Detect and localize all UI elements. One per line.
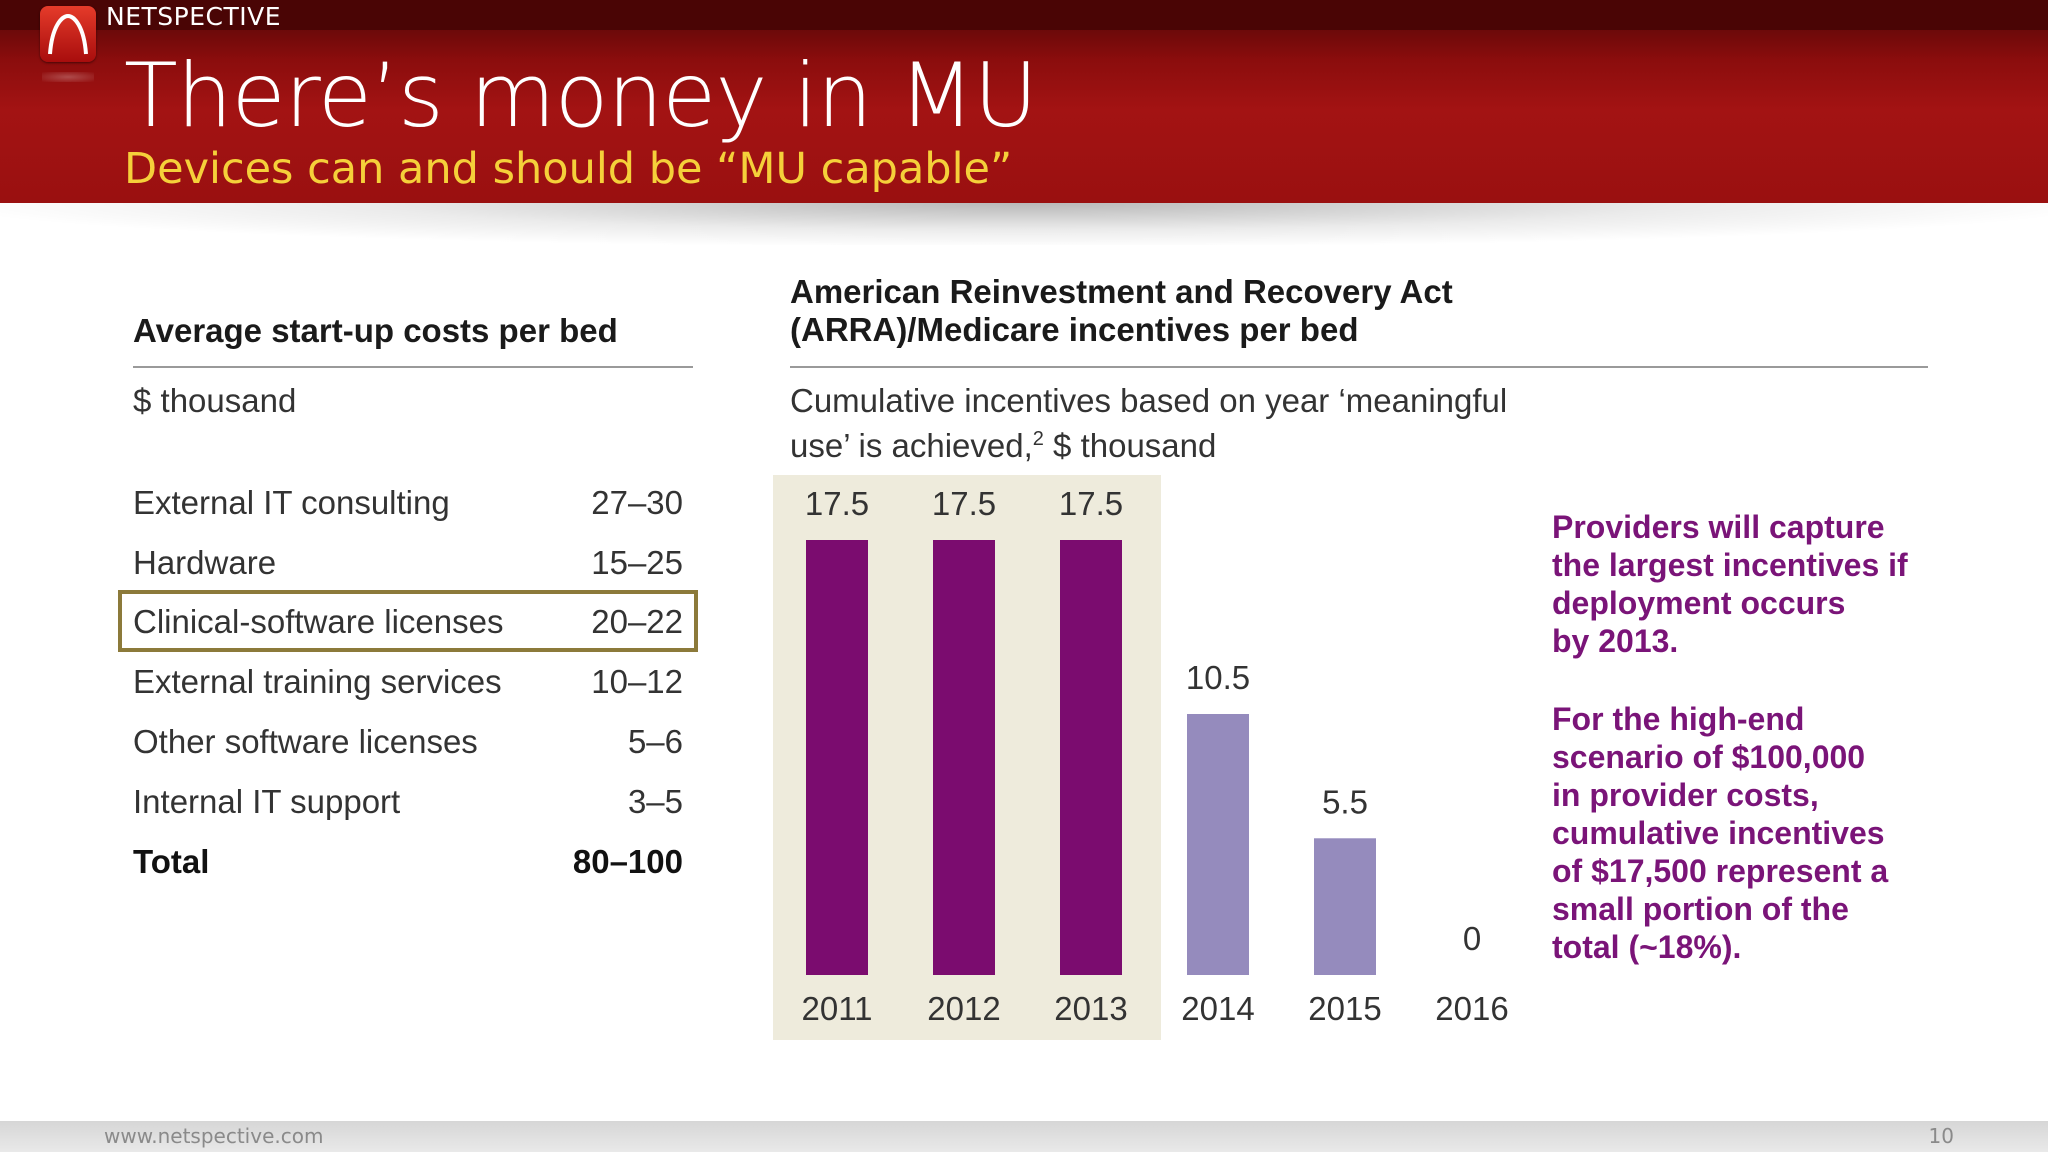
incentives-desc-unit: $ thousand <box>1043 427 1217 464</box>
page-number: 10 <box>1928 1124 1954 1148</box>
callout-line: in provider costs, <box>1552 777 1819 813</box>
bar-2014 <box>1187 714 1249 975</box>
incentives-desc-line1: Cumulative incentives based on year ‘mea… <box>790 382 1508 419</box>
cost-row-value: 27–30 <box>591 484 683 521</box>
callout-line: small portion of the <box>1552 891 1849 927</box>
bar-value-label: 5.5 <box>1322 783 1368 820</box>
x-tick-label: 2013 <box>1054 990 1127 1027</box>
header-shadow <box>0 203 2048 245</box>
cost-row: Other software licenses 5–6 <box>133 719 683 765</box>
x-tick-label: 2014 <box>1181 990 1254 1027</box>
cost-row-label: Internal IT support <box>133 783 401 820</box>
cost-row-label: External IT consulting <box>133 484 450 521</box>
cost-row: Internal IT support 3–5 <box>133 779 683 825</box>
callout-line: cumulative incentives <box>1552 815 1885 851</box>
cost-row-value: 10–12 <box>591 663 683 700</box>
costs-heading: Average start-up costs per bed <box>133 312 618 349</box>
cost-row-label: Hardware <box>133 544 277 581</box>
callout-line: For the high-end <box>1552 701 1805 737</box>
callout-line: deployment occurs <box>1552 585 1846 621</box>
x-tick-label: 2016 <box>1435 990 1508 1027</box>
cost-row-value: 5–6 <box>627 723 683 760</box>
bar-value-label: 10.5 <box>1186 659 1250 696</box>
incentives-rule <box>790 366 1928 368</box>
callout-paragraph-2: For the high-end scenario of $100,000 in p… <box>1552 700 1952 966</box>
costs-unit: $ thousand <box>133 382 297 419</box>
bar-value-label: 0 <box>1463 920 1481 957</box>
bar-2013 <box>1060 540 1122 975</box>
cost-total-label: Total <box>133 843 210 880</box>
cost-row: Hardware 15–25 <box>133 540 683 586</box>
cost-row-label: Clinical-software licenses <box>133 603 504 640</box>
callout-paragraph-1: Providers will capture the largest incent… <box>1552 508 1952 660</box>
cost-row-label: Other software licenses <box>133 723 478 760</box>
callout-line: total (~18%). <box>1552 929 1742 965</box>
header-band <box>0 0 2048 203</box>
footer-bar: www.netspective.com 10 <box>0 1121 2048 1152</box>
slide-subtitle: Devices can and should be “MU capable” <box>124 144 1013 194</box>
incentives-heading-line2: (ARRA)/Medicare incentives per bed <box>790 311 1359 348</box>
incentives-heading-line1: American Reinvestment and Recovery Act <box>790 273 1453 310</box>
x-tick-label: 2015 <box>1308 990 1381 1027</box>
logo-reflection <box>42 72 94 82</box>
cost-row: External IT consulting 27–30 <box>133 480 683 526</box>
incentives-desc-text: use’ is achieved, <box>790 427 1033 464</box>
callout-line: scenario of $100,000 <box>1552 739 1866 775</box>
cost-total-row: Total 80–100 <box>133 839 683 885</box>
bar-value-label: 17.5 <box>932 485 996 522</box>
bar-2015 <box>1314 838 1376 975</box>
cost-row: External training services 10–12 <box>133 659 683 705</box>
brand-name: NETSPECTIVE <box>106 2 282 31</box>
footnote-marker: 2 <box>1032 428 1044 450</box>
cost-row-label: External training services <box>133 663 502 700</box>
cost-row-value: 15–25 <box>591 544 683 581</box>
highlight-box <box>118 590 698 652</box>
slide-title: There’s money in MU <box>124 44 1038 147</box>
callout-line: the largest incentives if <box>1552 547 1908 583</box>
cost-row-value: 3–5 <box>627 783 683 820</box>
incentives-desc-line2: use’ is achieved,2 $ thousand <box>790 420 1216 465</box>
footer-url: www.netspective.com <box>104 1124 324 1148</box>
callout-line: by 2013. <box>1552 623 1679 659</box>
costs-rule <box>133 366 693 368</box>
cost-row-highlighted: Clinical-software licenses 20–22 <box>133 599 683 645</box>
bar-value-label: 17.5 <box>1059 485 1123 522</box>
x-tick-label: 2012 <box>927 990 1000 1027</box>
callout-line: Providers will capture <box>1552 509 1885 545</box>
callout-line: of $17,500 represent a <box>1552 853 1889 889</box>
bar-2012 <box>933 540 995 975</box>
cost-total-value: 80–100 <box>572 843 683 880</box>
cost-row-value: 20–22 <box>591 603 683 640</box>
x-tick-label: 2011 <box>802 990 873 1027</box>
bar-2011 <box>806 540 868 975</box>
bar-value-label: 17.5 <box>805 485 869 522</box>
netspective-logo-icon <box>40 6 96 62</box>
